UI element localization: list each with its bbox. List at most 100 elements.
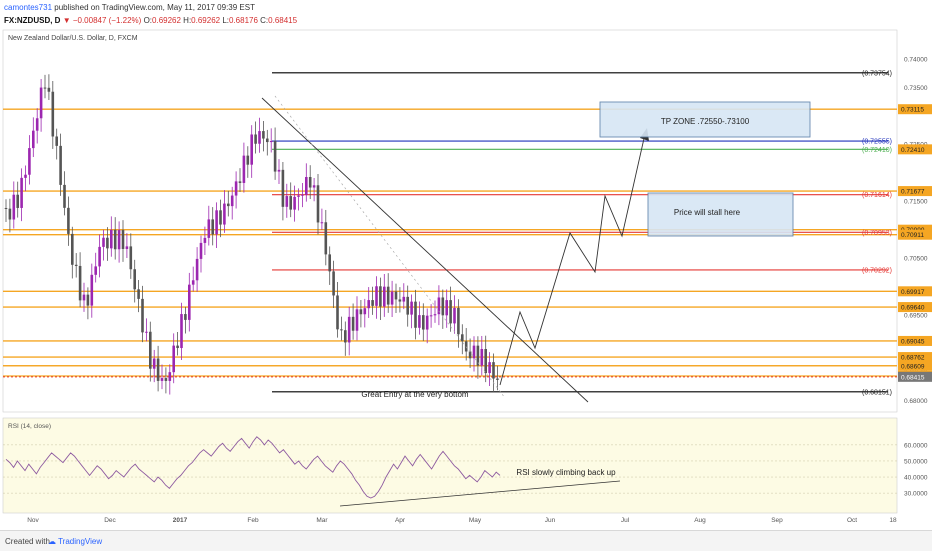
- candle-body: [20, 177, 23, 208]
- time-axis-label: Nov: [27, 517, 39, 524]
- candle-body: [488, 362, 491, 374]
- candle-body: [67, 207, 70, 234]
- candle-body: [24, 174, 27, 178]
- last-price-label: 0.68415: [901, 374, 925, 381]
- candle-body: [297, 195, 300, 197]
- candle-body: [172, 345, 175, 373]
- candle-body: [110, 229, 113, 249]
- candle-body: [262, 131, 265, 139]
- candle-body: [234, 181, 238, 196]
- candle-body: [406, 296, 409, 315]
- candle-body: [390, 291, 394, 305]
- level-label: (0.71614): [862, 192, 892, 199]
- time-axis-label: 2017: [173, 517, 188, 524]
- price-axis-badge-label: 0.68609: [901, 363, 925, 370]
- candle-body: [347, 316, 351, 343]
- candle-body: [394, 291, 398, 300]
- candle-body: [289, 196, 292, 210]
- candle-body: [51, 91, 55, 137]
- candle-body: [242, 155, 246, 183]
- candle-body: [250, 134, 253, 165]
- level-label: (0.73754): [862, 70, 892, 77]
- candle-body: [152, 358, 156, 369]
- candle-body: [328, 254, 331, 272]
- candle-body: [359, 309, 363, 315]
- candle-body: [363, 308, 367, 315]
- candle-body: [402, 296, 406, 302]
- candle-body: [386, 286, 390, 305]
- candle-body: [28, 148, 31, 175]
- candle-body: [367, 300, 370, 309]
- price-tick-label: 0.71500: [904, 199, 928, 206]
- candle-body: [129, 246, 133, 270]
- ohlc-close: C:0.68415: [260, 16, 298, 25]
- candle-body: [8, 208, 12, 220]
- rsi-tick-label: 30.0000: [904, 491, 928, 498]
- candle-body: [125, 246, 129, 249]
- time-axis-label: May: [469, 517, 482, 524]
- price-axis-badge-label: 0.68762: [901, 355, 925, 362]
- candle-body: [176, 345, 179, 349]
- candle-body: [188, 284, 191, 320]
- rsi-tick-label: 60.0000: [904, 442, 928, 449]
- candle-body: [418, 315, 421, 328]
- candle-body: [63, 184, 66, 208]
- candle-body: [305, 177, 308, 195]
- price-axis-badge: [898, 302, 932, 313]
- candle-body: [453, 307, 456, 324]
- candle-body: [464, 341, 468, 352]
- dotted-trend-line: [274, 95, 506, 399]
- chart-title: New Zealand Dollar/U.S. Dollar, D, FXCM: [8, 35, 138, 42]
- candle-body: [145, 331, 148, 333]
- header-line-1: camontes731 published on TradingView.com…: [4, 3, 255, 12]
- rsi-pane: [2, 417, 898, 514]
- downtrend-line: [261, 97, 589, 403]
- price-tick-label: 0.70500: [904, 256, 928, 263]
- time-axis-label: Sep: [771, 517, 783, 524]
- candle-body: [324, 222, 328, 255]
- candle-body: [184, 314, 187, 320]
- price-axis-badge: [898, 144, 932, 155]
- candle-body: [12, 194, 16, 220]
- author-link[interactable]: camontes731: [4, 3, 53, 12]
- rsi-annotation: RSI slowly climbing back up: [516, 468, 616, 477]
- candle-body: [344, 330, 347, 343]
- created-with-text: Created with: [5, 537, 50, 546]
- price-axis-badge-label: 0.73115: [901, 107, 924, 114]
- candle-body: [285, 196, 289, 207]
- candle-body: [43, 87, 47, 89]
- candle-body: [312, 185, 316, 188]
- price-axis-badge: [898, 224, 932, 235]
- price-axis-badge-label: 0.69045: [901, 338, 925, 345]
- candle-body: [164, 378, 168, 381]
- tradingview-logo[interactable]: ☁ TradingView: [48, 537, 103, 546]
- tp-zone-box: [599, 101, 811, 138]
- published-text: published on TradingView.com, May 11, 20…: [54, 3, 255, 12]
- candle-body: [410, 301, 413, 315]
- footer-bar: Created with ☁ TradingView: [0, 530, 932, 551]
- candle-body: [180, 314, 183, 349]
- price-axis-badge: [898, 186, 932, 197]
- candle-body: [82, 294, 86, 301]
- price-axis-badge: [898, 335, 932, 346]
- candle-body: [55, 136, 58, 146]
- candle-body: [47, 87, 51, 92]
- candle-body: [35, 118, 39, 131]
- candle-body: [215, 210, 218, 235]
- time-axis-label: 18: [889, 517, 897, 524]
- candle-body: [441, 297, 445, 316]
- candle-body: [141, 298, 144, 333]
- level-label: (0.70292): [862, 267, 892, 274]
- candle-body: [98, 246, 101, 267]
- price-axis-badge: [898, 229, 932, 240]
- ohlc-low: L:0.68176: [222, 16, 258, 25]
- candle-body: [219, 210, 222, 225]
- candle-body: [492, 362, 495, 379]
- candle-body: [332, 271, 335, 296]
- candle-body: [32, 130, 35, 149]
- projected-path: [499, 133, 646, 386]
- time-axis-label: Apr: [395, 517, 406, 524]
- rsi-tick-label: 40.0000: [904, 475, 928, 482]
- candle-body: [277, 169, 281, 172]
